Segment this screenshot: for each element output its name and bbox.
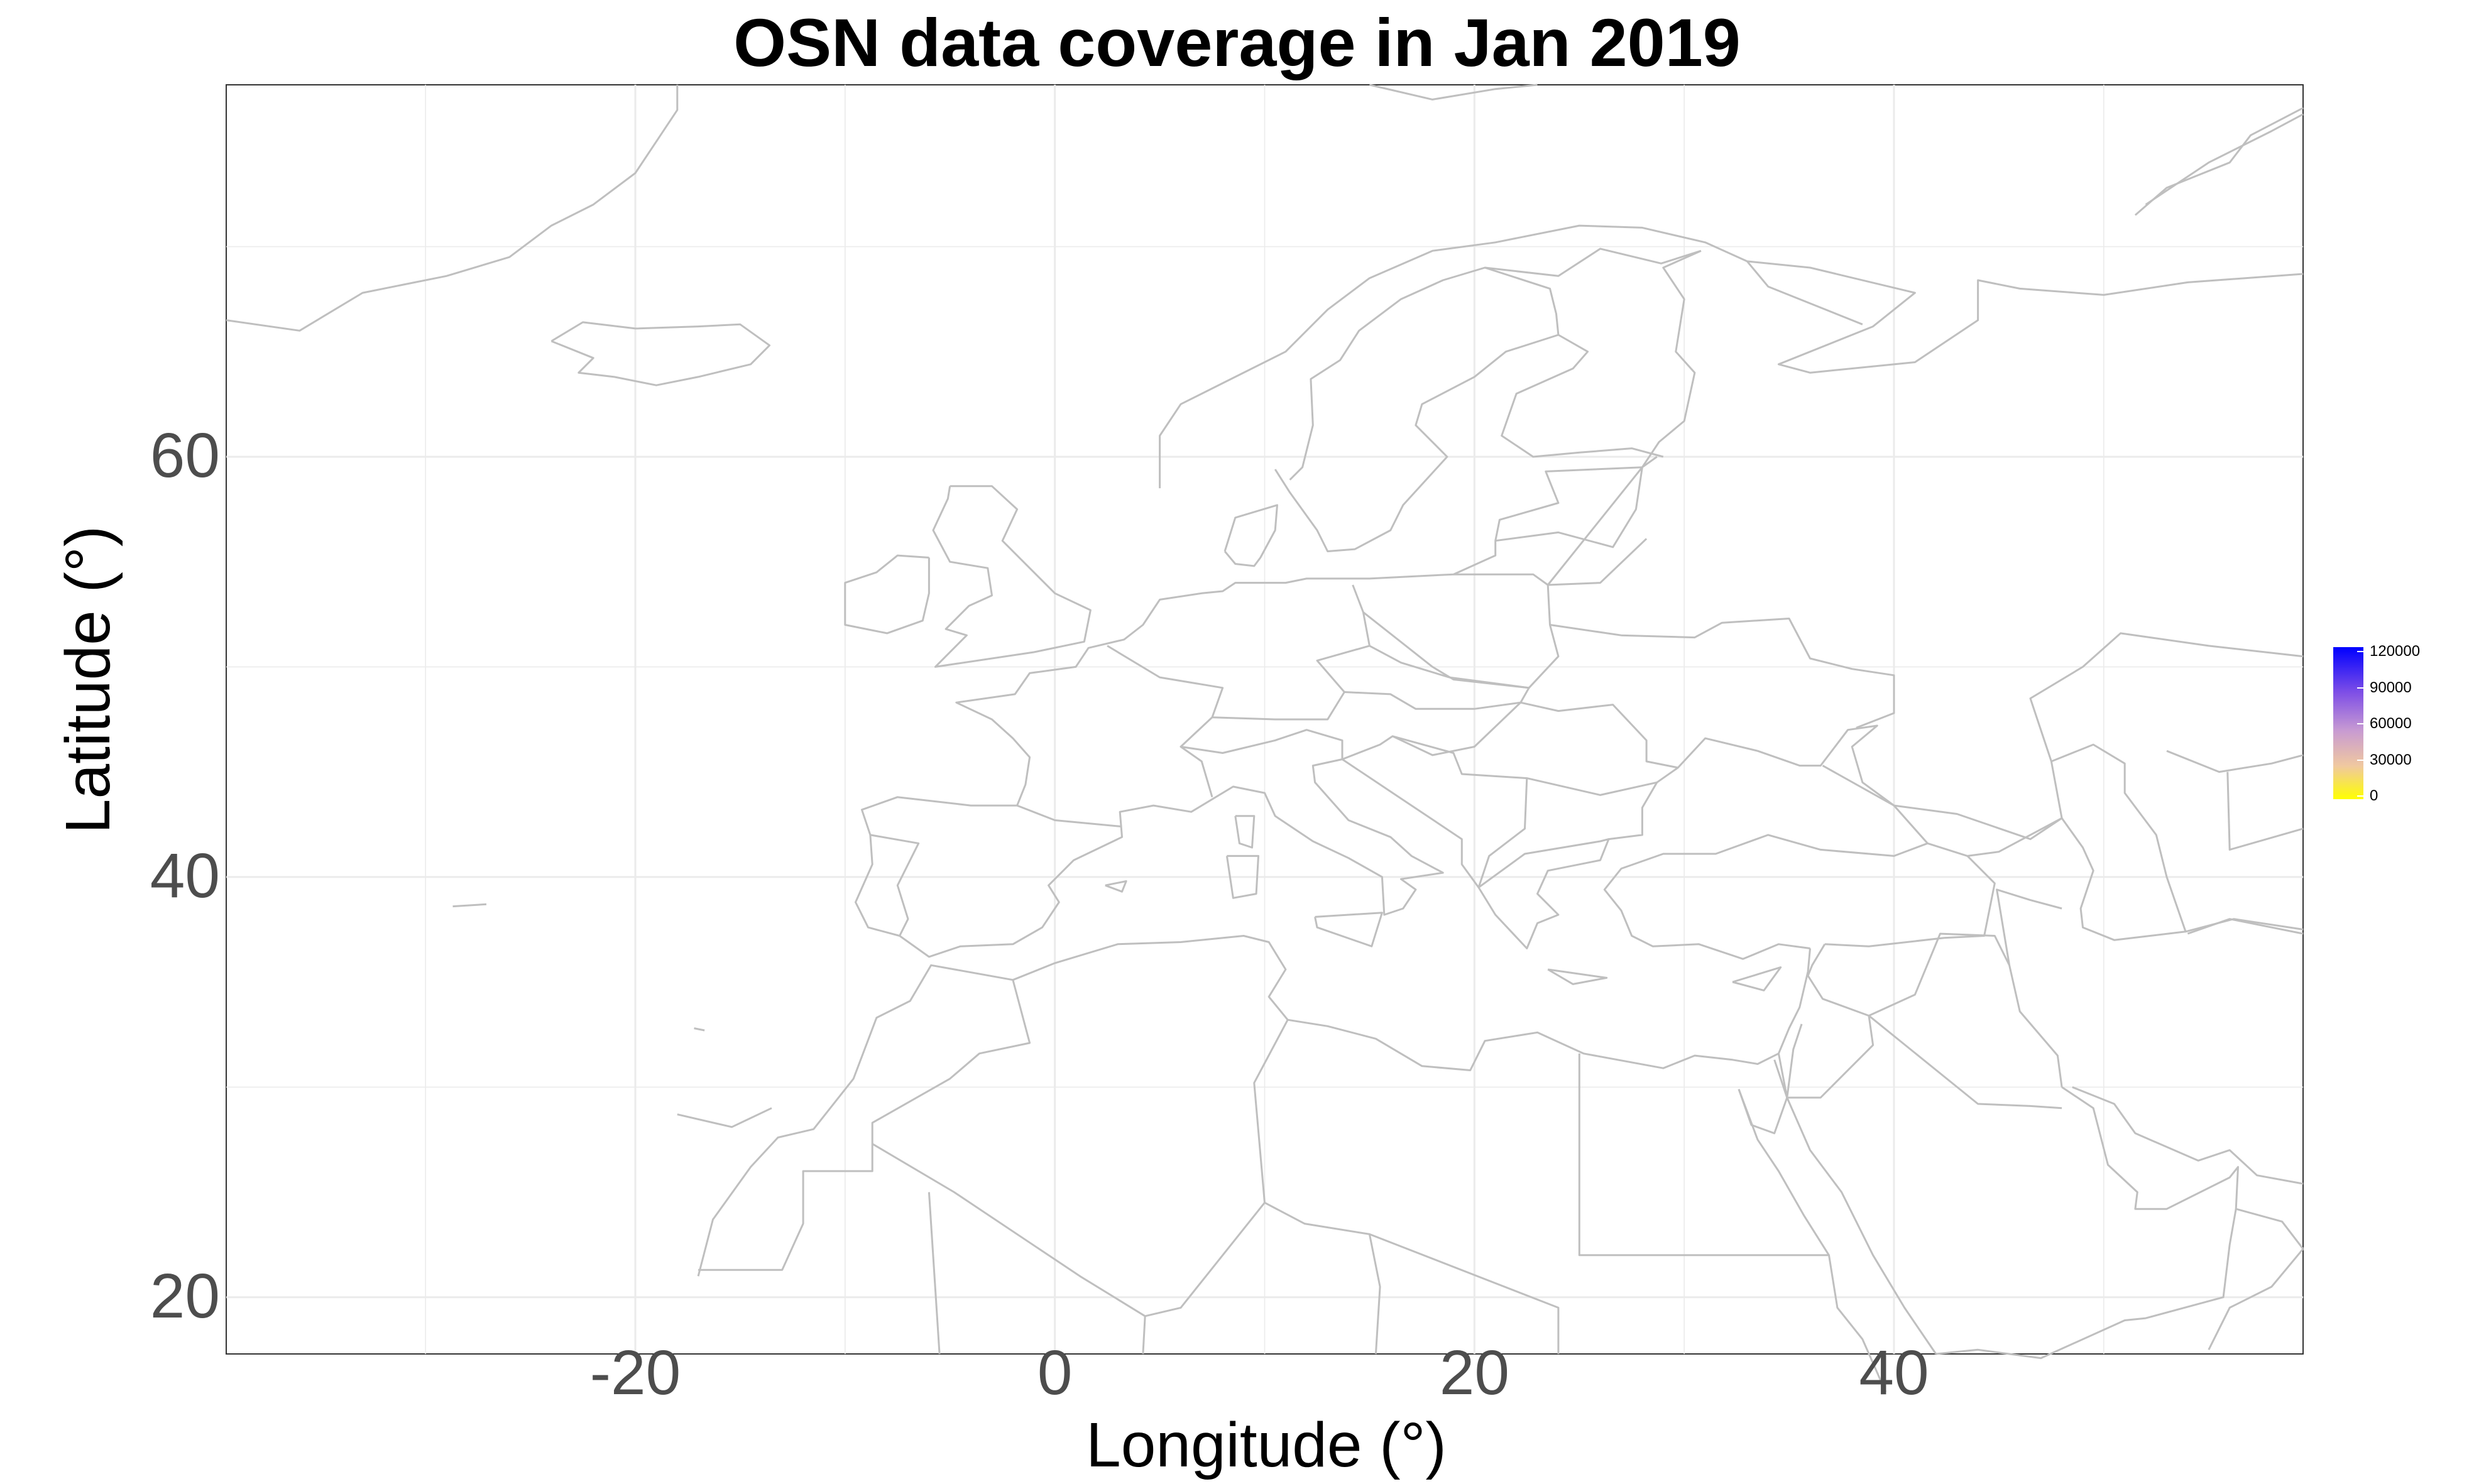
coastlines xyxy=(226,84,2304,1392)
x-tick-label: 0 xyxy=(1037,1338,1073,1408)
svalbard-south xyxy=(1369,84,1538,101)
levant-coast xyxy=(697,935,1811,1277)
border-no-fi-ru xyxy=(1484,248,1702,277)
kola-white-sea xyxy=(1746,260,1863,325)
border-es-pt xyxy=(870,834,920,937)
border-ly-chad xyxy=(1368,1234,1381,1355)
caspian-coast xyxy=(2050,743,2187,941)
denmark-coast xyxy=(1223,504,1278,567)
azores xyxy=(452,903,487,908)
border-pl xyxy=(1362,573,1560,689)
gulf-coast xyxy=(2061,1086,2304,1250)
border-fr-es xyxy=(1017,804,1122,828)
legend-tick-label: 60000 xyxy=(2370,715,2412,732)
legend-tick-label: 120000 xyxy=(2370,643,2421,660)
greenland-coast xyxy=(226,85,679,332)
novaya-zemlya xyxy=(2134,107,2304,216)
sardinia xyxy=(1225,854,1259,899)
border-oman xyxy=(2208,1248,2304,1350)
arabia-coast xyxy=(1786,1097,1937,1355)
y-tick-label: 20 xyxy=(150,1260,220,1331)
border-iran-east xyxy=(2187,918,2304,935)
iceland-coast xyxy=(550,321,771,386)
border-dz-ml xyxy=(872,1143,1266,1318)
iran-coast xyxy=(2072,1086,2304,1185)
border-tr-east xyxy=(1824,855,1996,947)
sicily xyxy=(1314,912,1383,947)
border-mali-mauritania xyxy=(928,1192,941,1355)
border-fi-se-no xyxy=(1289,266,1560,481)
border-saudi-yemen xyxy=(1935,1208,2237,1360)
legend-tick-mark xyxy=(2357,759,2363,761)
border-syria-iraq xyxy=(1807,932,2063,1088)
ireland-coast xyxy=(844,554,930,635)
border-hu-ro xyxy=(1392,701,1678,769)
border-sinai-israel xyxy=(1773,1023,1803,1099)
legend-tick-mark xyxy=(2357,723,2363,724)
cyprus xyxy=(1732,966,1782,991)
border-niger-mali xyxy=(1142,1316,1146,1355)
chart-title: OSN data coverage in Jan 2019 xyxy=(733,4,1741,80)
sinai-coast xyxy=(1738,1053,1788,1135)
border-kz-uz xyxy=(2226,772,2304,851)
legend-tick-mark xyxy=(2357,687,2363,689)
sweden-finland-coast xyxy=(1274,334,1664,552)
grid-lines xyxy=(226,85,2303,1354)
legend-tick-mark xyxy=(2357,795,2363,797)
corsica xyxy=(1234,815,1256,849)
border-eg-ly-sd xyxy=(1578,1053,1829,1257)
x-tick-label: 40 xyxy=(1859,1338,1929,1408)
y-axis-label: Latitude (°) xyxy=(53,525,123,834)
border-de-east xyxy=(1212,584,1371,721)
border-caucasus xyxy=(1822,765,2063,857)
europe-mainland-coast xyxy=(855,456,1929,960)
x-tick-label: -20 xyxy=(589,1338,681,1408)
legend-tick-label: 90000 xyxy=(2370,679,2412,696)
aral-caspian-east xyxy=(2166,750,2304,773)
border-balkans xyxy=(1342,735,1658,796)
border-jordan-saudi xyxy=(1787,1015,2062,1110)
madeira xyxy=(694,1027,705,1032)
border-iran-iraq xyxy=(1996,888,2062,966)
legend-tick-mark xyxy=(2357,651,2363,652)
border-baltics xyxy=(1495,466,1648,586)
border-ru-east xyxy=(1641,249,1702,468)
mallorca xyxy=(1105,880,1127,893)
x-axis-label: Longitude (°) xyxy=(1086,1410,1447,1480)
y-tick-label: 60 xyxy=(150,420,220,491)
border-alps xyxy=(1180,729,1344,760)
border-bg-gr xyxy=(1477,778,1609,888)
canaries xyxy=(677,1107,772,1128)
border-ru-kz xyxy=(2029,632,2304,762)
legend-tick-label: 0 xyxy=(2370,787,2378,804)
red-sea-coast xyxy=(1738,1089,1887,1392)
border-by-ua-ru xyxy=(1550,618,1895,729)
crete xyxy=(1547,968,1608,985)
border-ly-tn-dz xyxy=(1253,1019,1560,1354)
legend-tick-label: 30000 xyxy=(2370,751,2412,768)
border-tm-iran xyxy=(2185,918,2304,933)
y-tick-label: 40 xyxy=(150,840,220,911)
x-tick-label: 20 xyxy=(1439,1338,1509,1408)
great-britain-coast xyxy=(932,485,1092,668)
